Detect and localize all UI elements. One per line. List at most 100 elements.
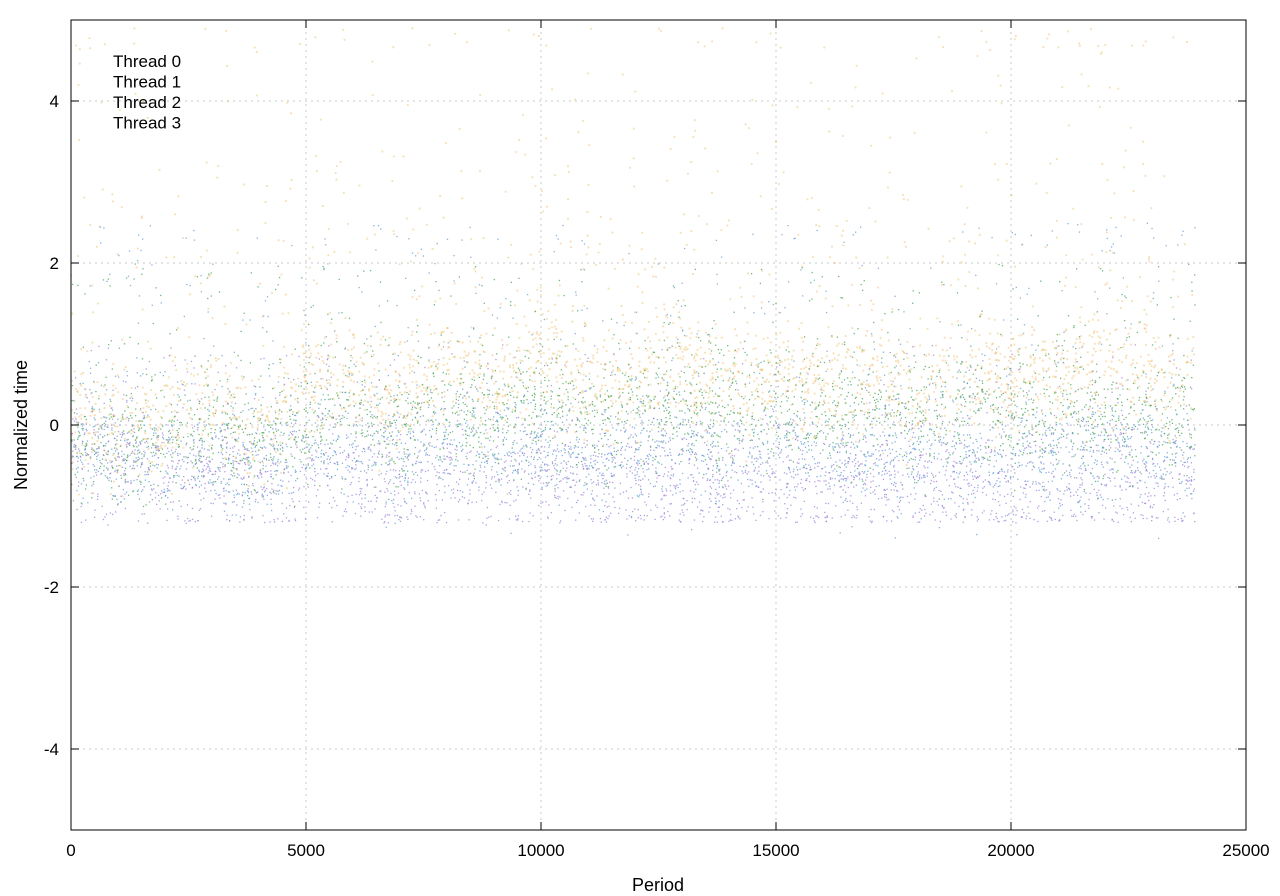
data-point (630, 321, 634, 324)
data-point (1048, 353, 1050, 355)
data-point (518, 336, 521, 340)
data-point (271, 438, 274, 441)
data-point (738, 439, 741, 442)
data-point (802, 419, 805, 422)
data-point (264, 200, 267, 204)
data-point (367, 389, 371, 392)
data-point (658, 356, 660, 359)
data-point (103, 43, 107, 46)
data-point (1049, 407, 1052, 411)
data-point (247, 461, 249, 463)
data-point (668, 323, 670, 325)
data-point (300, 329, 303, 332)
data-point (1192, 364, 1194, 366)
data-point (592, 428, 594, 430)
data-point (1144, 399, 1147, 403)
data-point (275, 474, 277, 476)
data-point (995, 351, 998, 354)
data-point (1133, 379, 1137, 382)
data-point (366, 408, 368, 411)
data-point (1087, 416, 1089, 418)
data-point (1156, 304, 1159, 306)
data-point (816, 425, 819, 428)
data-point (274, 422, 276, 424)
data-point (888, 395, 891, 398)
data-point (733, 328, 737, 331)
data-point (507, 256, 510, 259)
data-point (726, 431, 728, 433)
data-point (536, 332, 539, 335)
data-point (957, 432, 959, 434)
data-point (713, 320, 715, 322)
data-point (1060, 402, 1062, 404)
data-point (603, 393, 607, 396)
data-point (482, 236, 485, 240)
data-point (360, 401, 362, 404)
data-point (343, 38, 346, 41)
data-point (618, 422, 620, 425)
data-point (477, 340, 480, 343)
data-point (256, 420, 259, 423)
data-point (941, 403, 943, 406)
data-point (1169, 381, 1172, 384)
data-point (977, 348, 981, 351)
data-point (1004, 399, 1006, 401)
data-point (176, 326, 179, 330)
data-point (828, 130, 831, 133)
data-point (138, 473, 141, 476)
data-point (729, 298, 732, 301)
data-point (198, 384, 201, 387)
data-point (208, 402, 211, 405)
data-point (690, 417, 693, 419)
data-point (78, 62, 81, 65)
data-point (1067, 30, 1070, 33)
data-point (753, 371, 755, 374)
data-point (933, 390, 936, 394)
data-point (576, 368, 580, 372)
data-point (508, 364, 511, 367)
data-point (560, 399, 563, 402)
data-point (1104, 370, 1107, 373)
data-point (1003, 356, 1007, 359)
data-point (672, 433, 674, 435)
data-point (646, 349, 649, 352)
data-point (770, 352, 772, 354)
data-point (873, 321, 875, 324)
data-point (300, 451, 303, 453)
data-point (540, 395, 542, 397)
data-point (1080, 365, 1083, 368)
data-point (388, 455, 390, 458)
data-point (821, 392, 823, 394)
data-point (744, 123, 747, 126)
data-point (618, 392, 621, 395)
data-point (650, 265, 654, 268)
data-point (1108, 349, 1111, 352)
data-point (710, 401, 712, 403)
data-point (786, 410, 789, 412)
data-point (186, 432, 189, 435)
data-point (303, 309, 305, 312)
data-point (709, 361, 712, 364)
data-point (366, 237, 369, 240)
data-point (466, 457, 468, 460)
data-point (655, 372, 657, 374)
data-point (74, 387, 77, 391)
data-point (805, 381, 807, 383)
data-point (611, 386, 614, 390)
data-point (951, 89, 954, 93)
data-point (957, 408, 960, 411)
data-point (881, 365, 884, 368)
data-point (655, 377, 657, 379)
data-point (359, 356, 362, 359)
data-point (814, 347, 817, 350)
data-point (594, 451, 596, 453)
data-point (637, 441, 640, 444)
data-point (1001, 420, 1004, 424)
data-point (529, 253, 532, 256)
data-point (688, 344, 691, 347)
data-point (949, 336, 952, 340)
data-point (916, 408, 918, 410)
data-point (413, 473, 415, 475)
data-point (1111, 499, 1114, 501)
data-point (305, 380, 308, 383)
